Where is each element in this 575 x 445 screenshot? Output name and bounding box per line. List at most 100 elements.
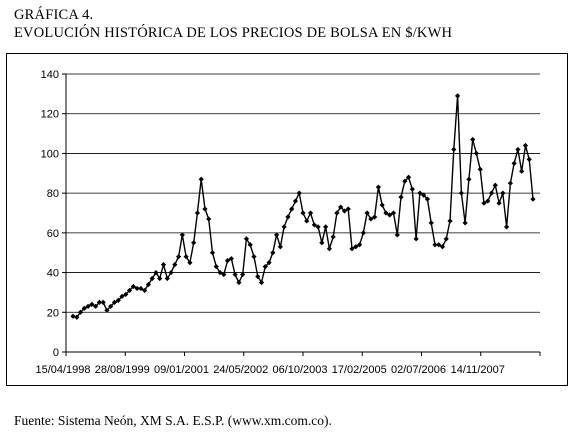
data-point <box>236 279 242 286</box>
data-point <box>172 262 178 268</box>
data-point <box>519 168 525 174</box>
data-point <box>289 206 295 212</box>
data-point <box>451 146 457 153</box>
data-point <box>330 234 336 240</box>
data-point <box>409 186 415 192</box>
y-tick-label: 120 <box>41 109 59 121</box>
x-tick-label: 24/05/2002 <box>213 364 268 376</box>
data-point <box>522 142 529 149</box>
data-point <box>436 242 442 248</box>
data-point <box>394 232 400 238</box>
data-point <box>368 216 374 222</box>
chart-heading: GRÁFICA 4. EVOLUCIÓN HISTÓRICA DE LOS PR… <box>14 6 452 42</box>
data-point <box>198 176 204 182</box>
data-point <box>507 180 513 186</box>
data-point <box>387 212 393 218</box>
data-point <box>443 236 449 242</box>
data-point <box>160 262 167 268</box>
data-point <box>417 190 423 196</box>
data-point <box>477 166 483 172</box>
data-point <box>379 202 385 208</box>
data-point <box>311 222 317 228</box>
data-point <box>134 285 140 292</box>
data-point <box>372 214 378 220</box>
data-point <box>300 210 306 216</box>
data-point <box>145 281 152 288</box>
data-point <box>179 232 185 238</box>
data-point <box>326 246 332 252</box>
data-point <box>307 210 314 216</box>
data-point <box>488 190 495 196</box>
data-point <box>458 190 464 196</box>
data-point <box>202 206 208 212</box>
series-line <box>72 95 534 319</box>
data-point <box>421 192 427 198</box>
data-point <box>345 206 351 212</box>
data-point <box>462 220 468 226</box>
data-point <box>413 236 419 242</box>
data-point <box>262 264 268 270</box>
data-point <box>104 307 110 313</box>
data-point <box>432 242 438 248</box>
data-point <box>81 305 87 311</box>
y-tick-label: 100 <box>41 148 59 160</box>
data-point <box>251 254 257 260</box>
data-point <box>364 210 370 216</box>
data-point <box>74 314 80 320</box>
data-point <box>266 260 272 266</box>
data-point <box>175 254 182 260</box>
data-point <box>530 196 536 202</box>
data-point <box>496 200 502 206</box>
data-point <box>353 244 359 250</box>
data-point <box>319 240 325 246</box>
data-point <box>270 250 276 256</box>
x-tick-label: 02/07/2006 <box>391 364 446 376</box>
data-point <box>383 210 389 216</box>
data-point <box>375 184 382 190</box>
chart-frame: 0 20 40 60 80 100 120 140 15/04/1998 28/08/1999 09… <box>6 53 568 386</box>
data-point <box>142 287 148 294</box>
data-point <box>526 156 532 162</box>
data-point <box>402 178 408 184</box>
data-point <box>334 210 340 216</box>
data-point <box>232 271 238 278</box>
data-point <box>315 224 321 230</box>
data-point <box>454 93 461 99</box>
x-tick-label: 09/01/2001 <box>154 364 209 376</box>
data-point <box>130 283 136 290</box>
data-point <box>209 250 216 256</box>
data-point <box>183 254 189 260</box>
data-point <box>191 240 197 246</box>
data-point <box>481 200 487 206</box>
data-point <box>341 208 348 214</box>
data-point <box>296 190 302 196</box>
y-tick-label: 80 <box>47 188 59 200</box>
data-point <box>515 146 521 153</box>
x-tick-label: 14/11/2007 <box>451 364 505 376</box>
data-point <box>398 194 404 200</box>
y-tick-label: 60 <box>47 228 59 240</box>
data-point <box>390 210 397 216</box>
data-point <box>338 204 344 210</box>
x-tick-label: 28/08/1999 <box>95 364 150 376</box>
data-point <box>485 198 491 204</box>
data-point <box>206 216 212 222</box>
data-point <box>149 275 155 282</box>
x-tick-label: 17/02/2005 <box>332 364 387 376</box>
y-tick-label: 0 <box>53 347 59 359</box>
data-point <box>360 230 366 236</box>
data-point <box>247 242 253 248</box>
y-tick-label: 40 <box>47 268 59 280</box>
data-point <box>304 218 310 224</box>
data-point <box>405 174 412 180</box>
data-point <box>424 196 431 202</box>
data-point <box>70 313 76 319</box>
chart-title: EVOLUCIÓN HISTÓRICA DE LOS PRECIOS DE BO… <box>14 25 453 41</box>
data-point <box>466 176 472 182</box>
data-point <box>492 182 498 188</box>
data-point <box>292 198 299 204</box>
data-point <box>470 136 476 143</box>
data-point <box>240 271 246 278</box>
source-note: Fuente: Sistema Neón, XM S.A. E.S.P. (ww… <box>14 413 332 428</box>
data-point <box>428 220 434 226</box>
